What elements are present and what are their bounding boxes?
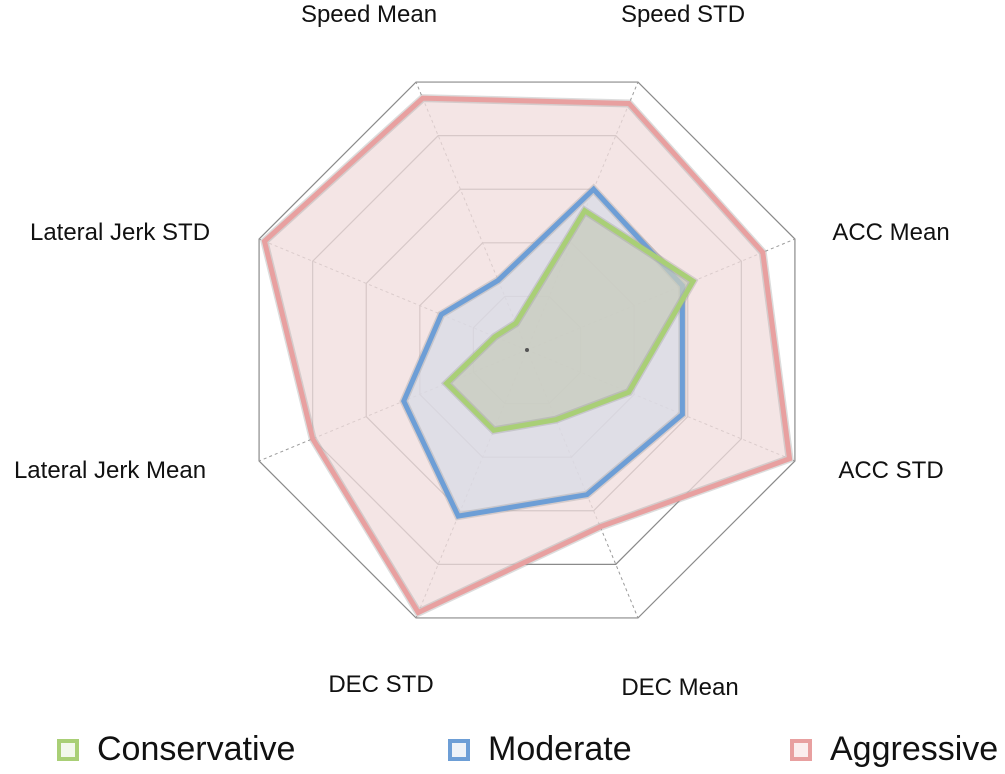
axis-label-lateral-jerk-std: Lateral Jerk STD <box>30 219 210 246</box>
axis-label-dec-std: DEC STD <box>328 671 433 698</box>
axis-label-acc-mean: ACC Mean <box>832 219 949 246</box>
axis-label-speed-mean: Speed Mean <box>301 1 437 28</box>
center-point <box>525 348 529 352</box>
axis-label-lateral-jerk-mean: Lateral Jerk Mean <box>14 457 206 484</box>
axis-label-speed-std: Speed STD <box>621 1 745 28</box>
series-fill-conservative <box>446 210 694 431</box>
series-line-moderate <box>401 185 685 519</box>
axis-label-acc-std: ACC STD <box>838 457 943 484</box>
series-line-aggressive <box>261 95 793 616</box>
legend-item-moderate[interactable]: Moderate <box>448 730 632 769</box>
legend-swatch-conservative <box>57 738 79 761</box>
legend-swatch-aggressive <box>790 738 812 761</box>
legend-label-moderate: Moderate <box>488 730 632 768</box>
legend-swatch-moderate <box>448 738 470 761</box>
axis-label-dec-mean: DEC Mean <box>621 674 738 701</box>
series-line-conservative <box>443 207 697 434</box>
legend-label-conservative: Conservative <box>97 730 296 768</box>
radar-chart: Speed Mean Speed STD ACC Mean ACC STD DEC Me… <box>14 1 950 701</box>
legend-label-aggressive: Aggressive <box>830 730 999 768</box>
legend-item-conservative[interactable]: Conservative <box>57 730 295 769</box>
legend: Conservative Moderate Aggressive <box>0 722 1005 774</box>
legend-item-aggressive[interactable]: Aggressive <box>790 730 998 769</box>
